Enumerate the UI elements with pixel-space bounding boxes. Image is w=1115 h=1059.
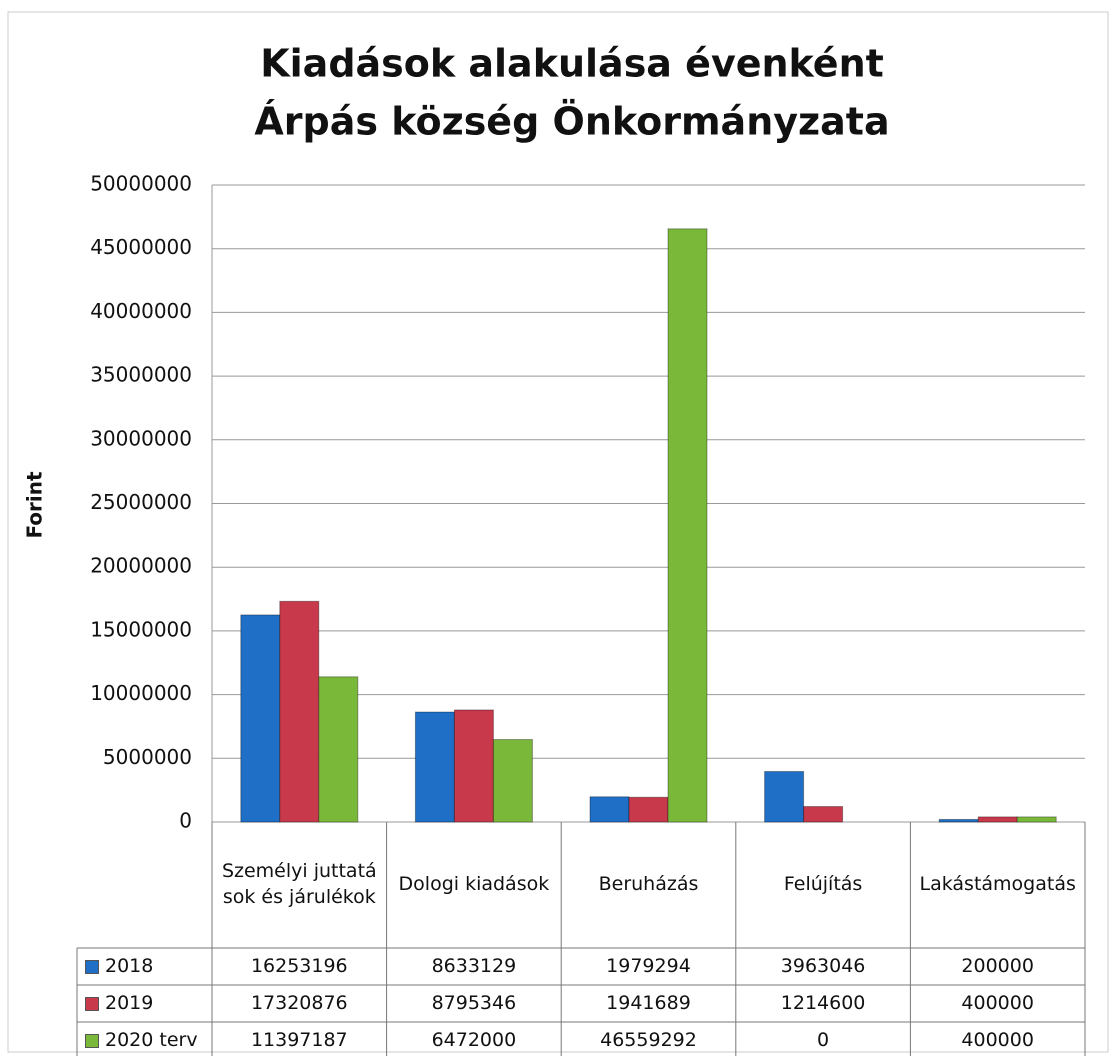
table-value: 200000	[961, 954, 1034, 977]
legend-entry: 2019	[77, 985, 212, 1022]
table-value: 8633129	[431, 954, 517, 977]
bar	[1016, 816, 1057, 823]
table-value: 1979294	[606, 954, 691, 977]
table-value: 11397187	[250, 1028, 348, 1051]
x-tick-label: Lakástámogatás	[919, 873, 1076, 896]
bar	[667, 228, 708, 823]
y-tick-label: 20000000	[90, 554, 192, 578]
table-value: 17320876	[250, 991, 348, 1014]
table-value: 400000	[961, 1028, 1034, 1051]
legend-entry: 2018	[77, 948, 212, 985]
legend-key	[85, 959, 99, 974]
y-tick-label: 30000000	[90, 426, 192, 450]
y-tick-label: 5000000	[103, 745, 192, 769]
x-tick-label: Beruházás	[598, 873, 699, 896]
bar	[492, 739, 533, 823]
y-tick-label: 25000000	[90, 490, 192, 514]
legend-label: 2019	[105, 991, 154, 1014]
bar	[414, 711, 455, 823]
legend-key	[85, 996, 99, 1011]
bar	[279, 600, 320, 823]
legend-key	[85, 1033, 99, 1048]
y-tick-label: 45000000	[90, 235, 192, 259]
table-value: 1214600	[780, 991, 866, 1014]
legend-entry: 2020 terv	[77, 1022, 212, 1059]
bar	[803, 806, 844, 823]
y-tick-label: 0	[179, 809, 192, 833]
bar	[240, 614, 281, 823]
table-value: 400000	[961, 991, 1034, 1014]
table-value: 0	[817, 1028, 830, 1051]
x-tick-label: Felújítás	[783, 873, 863, 896]
y-tick-label: 50000000	[90, 172, 192, 196]
bar	[318, 676, 359, 823]
table-value: 8795346	[431, 991, 517, 1014]
table-value: 16253196	[250, 954, 348, 977]
y-axis-label: Forint	[23, 471, 47, 539]
bar	[628, 796, 669, 823]
bar	[589, 796, 630, 823]
table-value: 46559292	[600, 1028, 697, 1051]
table-value: 1941689	[606, 991, 691, 1014]
table-value: 6472000	[431, 1028, 517, 1051]
y-tick-label: 15000000	[90, 617, 192, 641]
y-tick-label: 10000000	[90, 681, 192, 705]
bar	[453, 709, 494, 823]
x-tick-label: Személyi juttatások és járulékok	[221, 860, 377, 908]
y-tick-label: 40000000	[90, 299, 192, 323]
chart-subtitle: Árpás község Önkormányzata	[254, 100, 889, 144]
y-tick-label: 35000000	[90, 363, 192, 387]
legend-label: 2018	[105, 954, 154, 977]
table-value: 3963046	[780, 954, 866, 977]
chart-title: Kiadások alakulása évenként	[260, 42, 884, 86]
legend-label: 2020 terv	[105, 1028, 198, 1051]
x-tick-label: Dologi kiadások	[398, 873, 550, 896]
frame	[7, 11, 1109, 1053]
bar	[764, 771, 805, 823]
